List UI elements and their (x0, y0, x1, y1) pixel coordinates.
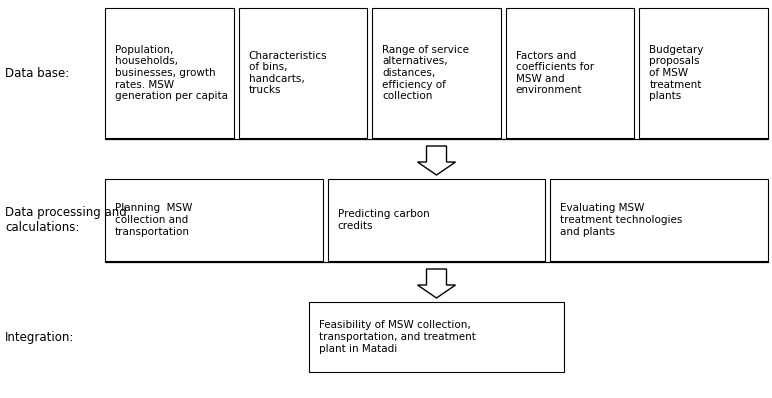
Text: Feasibility of MSW collection,
transportation, and treatment
plant in Matadi: Feasibility of MSW collection, transport… (319, 320, 476, 353)
Bar (550, 179, 768, 261)
Text: Evaluating MSW
treatment technologies
and plants: Evaluating MSW treatment technologies an… (560, 203, 682, 236)
Text: Data processing and
calculations:: Data processing and calculations: (5, 206, 127, 234)
Text: Characteristics
of bins,
handcarts,
trucks: Characteristics of bins, handcarts, truc… (249, 51, 327, 96)
Text: Predicting carbon
credits: Predicting carbon credits (337, 209, 429, 231)
Polygon shape (418, 269, 455, 298)
Text: Planning  MSW
collection and
transportation: Planning MSW collection and transportati… (115, 203, 192, 236)
Text: Factors and
coefficients for
MSW and
environment: Factors and coefficients for MSW and env… (516, 51, 594, 96)
Bar (105, 8, 234, 138)
Text: Range of service
alternatives,
distances,
efficiency of
collection: Range of service alternatives, distances… (382, 45, 469, 101)
Bar (105, 179, 323, 261)
Text: Budgetary
proposals
of MSW
treatment
plants: Budgetary proposals of MSW treatment pla… (649, 45, 704, 101)
Text: Population,
households,
businesses, growth
rates. MSW
generation per capita: Population, households, businesses, grow… (115, 45, 228, 101)
Bar (639, 8, 768, 138)
Bar (506, 8, 635, 138)
Bar (239, 8, 367, 138)
Text: Data base:: Data base: (5, 66, 69, 80)
Bar (309, 302, 564, 372)
Polygon shape (418, 146, 455, 175)
Text: Integration:: Integration: (5, 330, 74, 343)
Bar (372, 8, 501, 138)
Bar (327, 179, 545, 261)
